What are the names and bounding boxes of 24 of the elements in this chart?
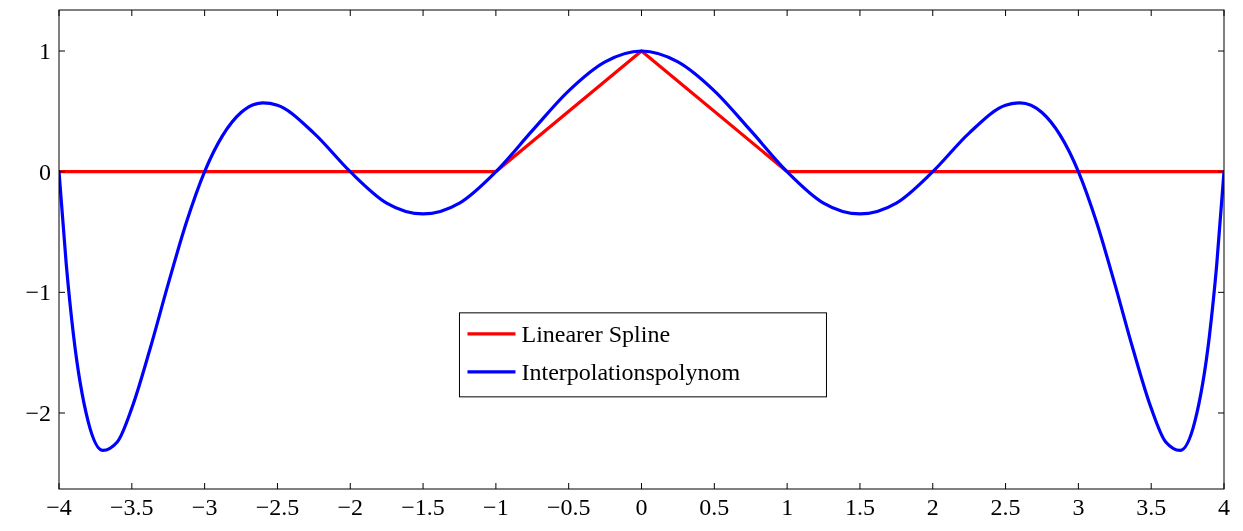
x-tick-label: −3.5 xyxy=(110,494,154,520)
legend-label: Linearer Spline xyxy=(521,320,671,347)
x-tick-label: −3 xyxy=(191,494,218,520)
x-tick-label: 2.5 xyxy=(990,494,1021,520)
x-tick-label: −1.5 xyxy=(401,494,445,520)
x-tick-label: −2 xyxy=(337,494,364,520)
x-tick-label: 1 xyxy=(781,494,794,520)
line-series xyxy=(59,49,1224,452)
x-tick-label: −2.5 xyxy=(255,494,300,520)
x-tick-label: 0 xyxy=(635,494,648,520)
x-tick-label: 3 xyxy=(1072,494,1085,520)
x-tick-label: 2 xyxy=(926,494,939,520)
x-tick-label: 4 xyxy=(1218,494,1230,520)
y-tick-label: −1 xyxy=(25,279,51,306)
x-tick-label: 1.5 xyxy=(844,494,875,520)
x-tick-label: −1 xyxy=(483,494,509,520)
x-tick-label: 0.5 xyxy=(699,494,730,520)
y-tick-label: −2 xyxy=(25,399,51,426)
x-tick-label: 3.5 xyxy=(1136,494,1167,520)
x-tick-label: −0.5 xyxy=(546,494,591,520)
y-tick-label: 1 xyxy=(39,38,51,65)
legend-label: Interpolationspolynom xyxy=(521,358,741,385)
y-tick-label: 0 xyxy=(39,158,51,185)
x-tick-label: −4 xyxy=(46,494,72,520)
